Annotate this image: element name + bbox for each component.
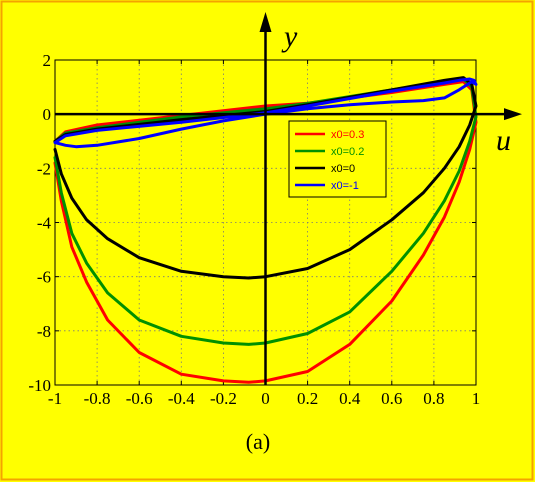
legend-label: x0=0.2 [331, 146, 364, 158]
y-tick-label: -10 [28, 376, 51, 395]
x-tick-label: -1 [48, 389, 62, 408]
x-tick-label: 1 [472, 389, 481, 408]
y-tick-label: 0 [43, 105, 52, 124]
series-line-1 [53, 77, 478, 346]
x-tick-labels: -1 -0.8 -0.6 -0.4 -0.2 0 0.2 0.4 0.6 0.8 1 [48, 389, 480, 408]
x-tick-label: 0.4 [339, 389, 361, 408]
series-line-3 [53, 77, 478, 149]
x-tick-label: -0.6 [126, 389, 153, 408]
legend-label: x0=-1 [331, 180, 359, 192]
y-axis-label: y [281, 20, 298, 53]
x-tick-label: 0.8 [423, 389, 444, 408]
y-axis-arrowhead [259, 12, 272, 32]
y-tick-label: -2 [37, 159, 51, 178]
axes-arrows [55, 12, 522, 385]
legend-label: x0=0 [331, 163, 355, 175]
caption: (a) [246, 429, 270, 454]
x-tick-label: 0.6 [381, 389, 402, 408]
y-tick-labels: 2 0 -2 -4 -6 -8 -10 [28, 51, 51, 395]
x-tick-label: 0.2 [297, 389, 318, 408]
series-lines [53, 76, 478, 384]
x-tick-label: 0 [261, 389, 270, 408]
y-tick-label: -8 [37, 322, 51, 341]
y-tick-label: -6 [37, 268, 51, 287]
x-tick-label: -0.2 [210, 389, 237, 408]
legend-label: x0=0.3 [331, 129, 364, 141]
x-tick-label: -0.4 [168, 389, 195, 408]
x-tick-label: -0.8 [84, 389, 111, 408]
x-axis-arrowhead [504, 108, 522, 121]
y-tick-label: -4 [37, 214, 52, 233]
y-tick-label: 2 [43, 51, 52, 70]
x-axis-label: u [496, 124, 511, 157]
legend: x0=0.3 x0=0.2 x0=0 x0=-1 [288, 120, 387, 198]
